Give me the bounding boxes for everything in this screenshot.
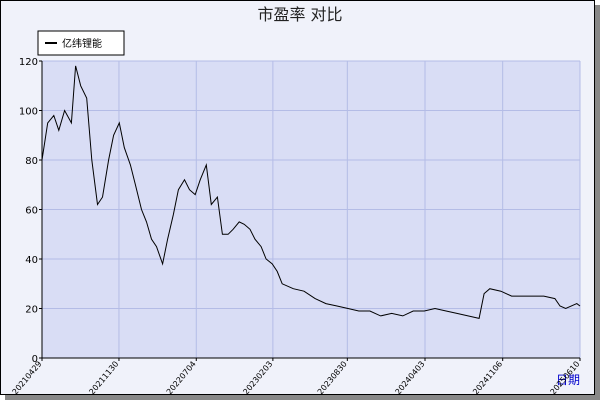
y-tick-label: 0 [32,354,38,365]
y-tick-label: 120 [19,57,38,68]
y-tick-label: 100 [19,107,38,118]
shadow [595,5,600,400]
y-tick-label: 60 [25,206,38,217]
y-tick-label: 40 [25,255,38,266]
y-tick-label: 80 [25,156,38,167]
legend [37,30,125,56]
y-tick-label: 20 [25,305,38,316]
legend-label: 亿纬锂能 [62,37,102,50]
chart-title: 市盈率 对比 [257,5,342,24]
series-line [41,65,581,320]
x-axis-label: 日期 [556,373,580,387]
shadow [5,395,600,400]
